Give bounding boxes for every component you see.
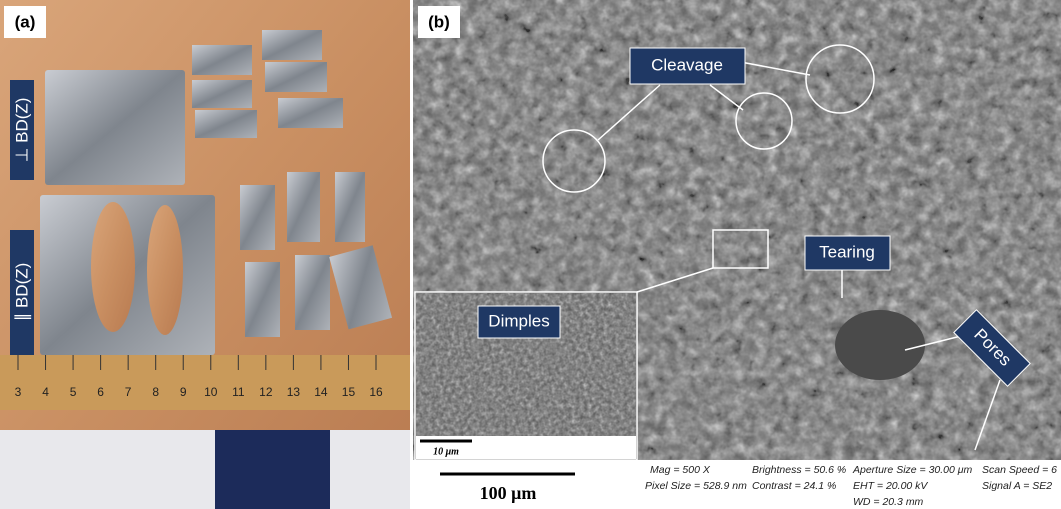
cleavage-circle xyxy=(542,129,606,193)
block xyxy=(265,62,327,92)
circles xyxy=(542,44,875,193)
ruler-number: 15 xyxy=(342,385,356,399)
annotation-box xyxy=(477,305,561,339)
arrow xyxy=(709,84,744,111)
info-text: Pixel Size = 528.9 nm xyxy=(645,480,747,492)
block xyxy=(245,262,280,337)
ruler-number: 13 xyxy=(287,385,301,399)
inset-connector xyxy=(636,267,714,293)
orientation-tag xyxy=(10,230,34,355)
block xyxy=(192,45,252,75)
block xyxy=(295,255,330,330)
info-text: Scan Speed = 6 xyxy=(982,464,1057,476)
orientation-label: ∥ BD(Z) xyxy=(12,263,31,322)
ruler-number: 14 xyxy=(314,385,328,399)
cleavage-circle xyxy=(735,92,793,150)
block xyxy=(335,172,365,242)
ruler-number: 4 xyxy=(42,385,49,399)
ruler-number: 9 xyxy=(180,385,187,399)
annotation: Dimples xyxy=(488,311,549,330)
panel-label-box xyxy=(4,6,46,38)
specimen-cutout xyxy=(91,202,135,332)
ruler-number: 8 xyxy=(152,385,159,399)
ruler xyxy=(0,355,410,410)
arrow xyxy=(597,84,661,141)
ruler-number: 5 xyxy=(70,385,77,399)
info-text: EHT = 20.00 kV xyxy=(853,480,928,492)
specimen xyxy=(45,70,185,185)
panel-a: 3 4 5 6 7 8 9 10 11 12 13 14 15 16 (a) ⊥ BD(Z) ∥ BD(Z… xyxy=(0,0,410,509)
info-text: Aperture Size = 30.00 μm xyxy=(852,464,973,476)
info-strip xyxy=(413,460,1061,509)
annotation: Tearing xyxy=(819,242,875,261)
info-text: WD = 20.3 mm xyxy=(853,496,924,508)
ruler-number: 12 xyxy=(259,385,273,399)
scale-label: 100 μm xyxy=(480,483,537,503)
panel-label: (a) xyxy=(15,12,36,31)
info-text: Mag = 500 X xyxy=(650,464,711,476)
cleavage-circle xyxy=(805,44,875,114)
inset-scale-label: 10 μm xyxy=(433,446,459,457)
ruler-numbers: 3 4 5 6 7 8 9 10 11 12 13 14 15 16 xyxy=(15,355,383,399)
ruler-number: 10 xyxy=(204,385,218,399)
block xyxy=(195,110,257,138)
block xyxy=(329,245,393,330)
ruler-number: 3 xyxy=(15,385,22,399)
block xyxy=(262,30,322,60)
info-text: Brightness = 50.6 % xyxy=(752,464,846,476)
block xyxy=(240,185,275,250)
orientation-label: ⊥ BD(Z) xyxy=(12,98,31,163)
arrows xyxy=(597,59,1001,451)
block xyxy=(287,172,320,242)
logo-block xyxy=(215,430,330,509)
block xyxy=(192,80,252,108)
ruler-number: 7 xyxy=(125,385,132,399)
paper-background xyxy=(0,430,410,509)
annotation: Cleavage xyxy=(651,55,723,74)
ruler-number: 16 xyxy=(369,385,383,399)
ruler-number: 11 xyxy=(232,385,245,399)
specimen-cutout xyxy=(147,205,183,335)
arrow xyxy=(904,334,966,351)
inset-source-box xyxy=(712,229,769,269)
annotation-box xyxy=(629,47,746,85)
ruler-number: 6 xyxy=(97,385,104,399)
panel-b: 10 μm Cleavage Tearing Dimples Pores 100… xyxy=(413,0,1061,509)
pore xyxy=(835,310,925,380)
panel-label-box xyxy=(418,6,460,38)
annotation-box xyxy=(953,309,1031,387)
annotation-box xyxy=(804,235,891,271)
block xyxy=(278,98,343,128)
orientation-tag xyxy=(10,80,34,180)
info-text: Signal A = SE2 xyxy=(982,480,1052,492)
arrow xyxy=(974,379,1001,451)
info-text: Contrast = 24.1 % xyxy=(752,480,836,492)
panel-label: (b) xyxy=(428,12,450,31)
